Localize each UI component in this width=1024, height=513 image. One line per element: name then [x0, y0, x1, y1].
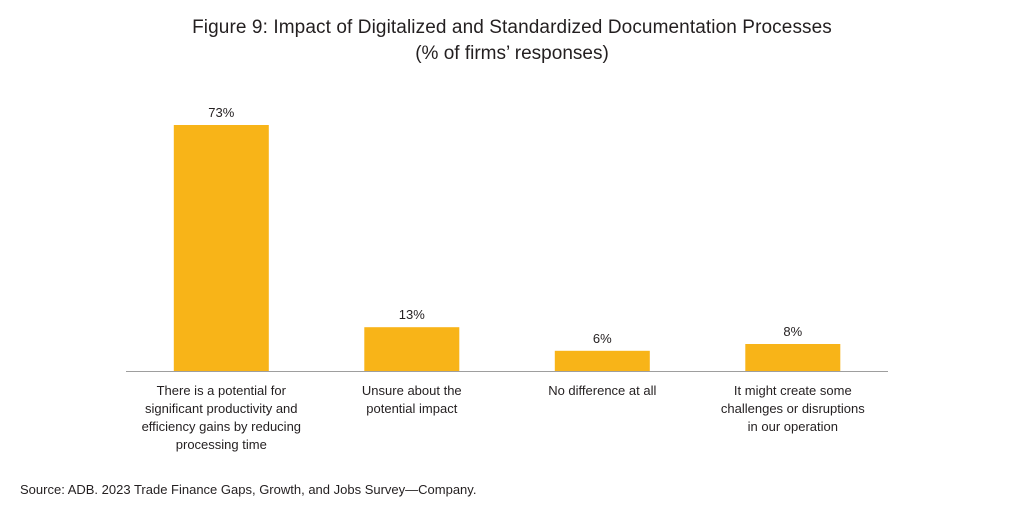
bar-3 — [554, 350, 650, 371]
category-label-2: Unsure about the potential impact — [362, 383, 462, 416]
data-label-3: 6% — [593, 331, 612, 346]
bar-2 — [364, 327, 460, 371]
data-label-4: 8% — [783, 324, 802, 339]
category-label-4: It might create some challenges or disrup… — [721, 383, 865, 434]
category-label-line: It might create some — [734, 383, 852, 398]
category-label-1: There is a potential for significant prod… — [142, 383, 301, 452]
bar-4 — [745, 344, 841, 371]
category-label-line: efficiency gains by reducing — [142, 419, 301, 434]
category-label-line: Unsure about the — [362, 383, 462, 398]
category-label-line: significant productivity and — [145, 401, 297, 416]
category-label-line: No difference at all — [548, 383, 656, 398]
chart-title: Figure 9: Impact of Digitalized and Stan… — [192, 17, 832, 38]
category-label-line: in our operation — [748, 419, 838, 434]
data-label-2: 13% — [399, 307, 425, 322]
category-label-line: processing time — [176, 437, 267, 452]
chart-subtitle: (% of firms’ responses) — [415, 43, 609, 64]
category-label-line: There is a potential for — [157, 383, 287, 398]
category-label-3: No difference at all — [548, 383, 656, 398]
data-label-1: 73% — [208, 105, 234, 120]
category-label-line: challenges or disruptions — [721, 401, 865, 416]
source-note: Source: ADB. 2023 Trade Finance Gaps, Gr… — [20, 482, 477, 497]
bar-1 — [173, 125, 269, 371]
category-label-line: potential impact — [366, 401, 457, 416]
